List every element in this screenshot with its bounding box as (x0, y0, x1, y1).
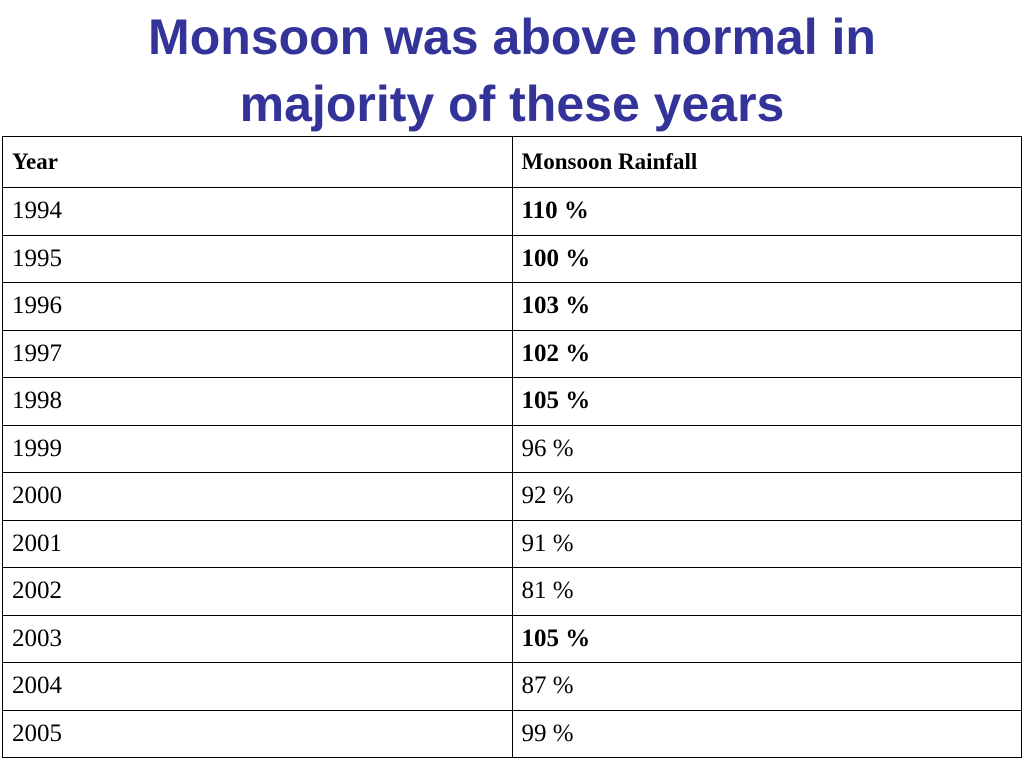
table-row: 2000 92 % (2, 472, 1022, 521)
table-row: 1996 103 % (2, 282, 1022, 331)
column-header: Monsoon Rainfall (511, 136, 1022, 188)
table-body: 1994 110 % 1995 100 % 1996 103 % 1997 102 % 1998… (2, 187, 1022, 758)
year-cell: 1997 (2, 329, 513, 378)
year-cell: 1996 (2, 282, 513, 331)
table-row: 1998 105 % (2, 377, 1022, 426)
table-row: 2004 87 % (2, 662, 1022, 711)
rainfall-cell: 91 % (511, 519, 1022, 568)
table-row: 1999 96 % (2, 424, 1022, 473)
rainfall-cell: 81 % (511, 567, 1022, 616)
rainfall-cell: 105 % (511, 377, 1022, 426)
rainfall-cell: 102 % (511, 329, 1022, 378)
year-cell: 2003 (2, 614, 513, 663)
rainfall-cell: 96 % (511, 424, 1022, 473)
table-header: Year Monsoon Rainfall (2, 136, 1022, 188)
rainfall-cell: 103 % (511, 282, 1022, 331)
year-cell: 2000 (2, 472, 513, 521)
rainfall-table: Year Monsoon Rainfall 1994 110 % 1995 100 % 1… (2, 136, 1022, 758)
year-cell: 2001 (2, 519, 513, 568)
year-cell: 2005 (2, 709, 513, 758)
rainfall-cell: 110 % (511, 187, 1022, 236)
table-row: 2005 99 % (2, 709, 1022, 758)
rainfall-cell: 99 % (511, 709, 1022, 758)
table-row: 2002 81 % (2, 567, 1022, 616)
year-cell: 2004 (2, 662, 513, 711)
column-header: Year (2, 136, 513, 188)
table-row: 1997 102 % (2, 329, 1022, 378)
year-cell: 1994 (2, 187, 513, 236)
rainfall-cell: 105 % (511, 614, 1022, 663)
table-row: 1995 100 % (2, 234, 1022, 283)
table-row: 2001 91 % (2, 519, 1022, 568)
rainfall-cell: 87 % (511, 662, 1022, 711)
year-cell: 1998 (2, 377, 513, 426)
year-cell: 2002 (2, 567, 513, 616)
header-row: Year Monsoon Rainfall (2, 136, 1022, 188)
year-cell: 1999 (2, 424, 513, 473)
rainfall-cell: 100 % (511, 234, 1022, 283)
slide-title: Monsoon was above normal in majority of … (148, 9, 876, 132)
year-cell: 1995 (2, 234, 513, 283)
table-row: 2003 105 % (2, 614, 1022, 663)
rainfall-cell: 92 % (511, 472, 1022, 521)
table-row: 1994 110 % (2, 187, 1022, 236)
